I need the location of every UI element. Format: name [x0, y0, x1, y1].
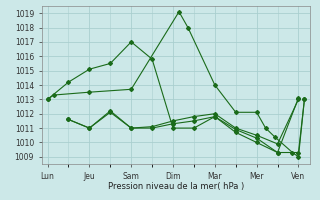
- X-axis label: Pression niveau de la mer( hPa ): Pression niveau de la mer( hPa ): [108, 182, 244, 191]
